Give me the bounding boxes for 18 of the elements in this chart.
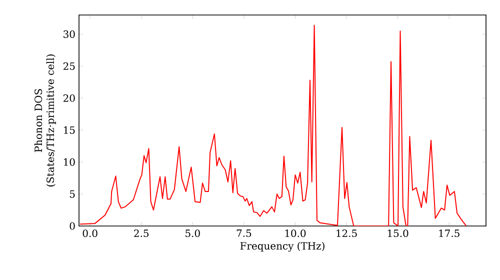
x-tick-label: 5.0 bbox=[186, 230, 200, 238]
x-tick-label: 17.5 bbox=[439, 230, 460, 238]
x-tick-label: 7.5 bbox=[236, 230, 252, 237]
y-tick-label: 25 bbox=[63, 62, 75, 70]
y-tick-label: 15 bbox=[64, 126, 75, 134]
y-tick-label: 10 bbox=[64, 158, 75, 166]
x-tick-label: 0.0 bbox=[82, 230, 98, 238]
x-tick-label: 15.0 bbox=[388, 230, 408, 238]
y-tick-label: 30 bbox=[64, 30, 75, 38]
y-tick-label: 5 bbox=[70, 190, 75, 198]
line-series bbox=[80, 24, 467, 226]
x-tick-label: 12.5 bbox=[336, 230, 357, 238]
x-axis-title: Frequency (THz) bbox=[240, 242, 324, 252]
x-tick-label: 10.0 bbox=[285, 230, 306, 238]
y-axis-title: Phonon DOS (States/THz·primitive cell) bbox=[34, 54, 56, 186]
y-tick-label: 0 bbox=[70, 222, 75, 230]
y-tick-label: 20 bbox=[63, 94, 75, 102]
x-tick-label: 2.5 bbox=[134, 230, 149, 238]
